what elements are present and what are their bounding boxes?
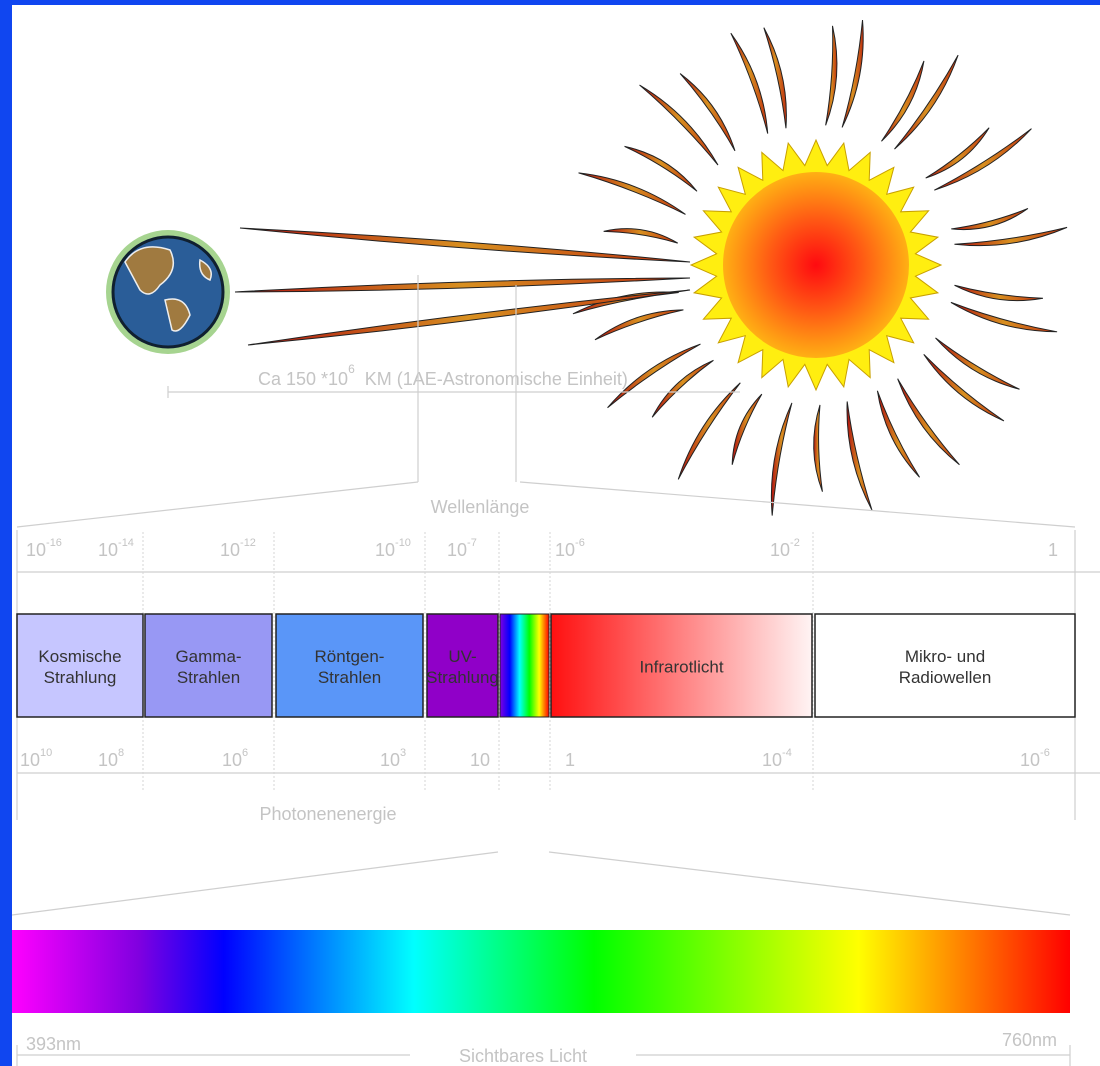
tick-exp: -6 [1040,747,1050,759]
visible-band [500,614,549,717]
tick-base: 10 [220,540,240,560]
band-label: UV- [448,647,476,666]
tick-exp: -4 [782,747,792,759]
tick-base: 10 [98,540,118,560]
tick-exp: 3 [400,747,406,759]
tick-exp: -12 [240,537,256,549]
wavelength-title: Wellenlänge [431,497,530,517]
tick-exp: 8 [118,747,124,759]
band-label: Strahlen [177,668,240,687]
tick-exp: 10 [40,747,52,759]
tick-exp: -2 [790,537,800,549]
tick-base: 10 [20,750,40,770]
tick-base: 10 [447,540,467,560]
tick-base: 1 [565,750,575,770]
sun [723,172,909,358]
band-label: Strahlung [426,668,499,687]
tick-base: 10 [222,750,242,770]
visible-start: 393nm [26,1034,81,1054]
tick-exp: -14 [118,537,134,549]
energy-title: Photonenenergie [259,804,396,824]
tick-label: 10 [470,750,490,770]
band-label: Kosmische [38,647,121,666]
visible-title: Sichtbares Licht [459,1046,587,1066]
distance-exp: 6 [348,362,355,376]
diagram: Ca 150 *106KM (1AE-Astronomische Einheit… [0,0,1100,1066]
tick-base: 1 [1048,540,1058,560]
distance-base: Ca 150 *10 [258,369,348,389]
band-label: Röntgen- [315,647,385,666]
band-label: Mikro- und [905,647,985,666]
visible-spectrum [12,930,1070,1013]
canvas [12,5,1100,1066]
tick-exp: 6 [242,747,248,759]
band-label: Strahlung [44,668,117,687]
band-label: Radiowellen [899,668,992,687]
tick-base: 10 [375,540,395,560]
tick-base: 10 [26,540,46,560]
tick-base: 10 [555,540,575,560]
tick-exp: -6 [575,537,585,549]
tick-exp: -7 [467,537,477,549]
visible-end: 760nm [1002,1030,1057,1050]
tick-label: 1 [1048,540,1058,560]
tick-base: 10 [380,750,400,770]
tick-label: 1 [565,750,575,770]
tick-base: 10 [98,750,118,770]
tick-base: 10 [770,540,790,560]
tick-base: 10 [762,750,782,770]
tick-exp: -10 [395,537,411,549]
band-label: Strahlen [318,668,381,687]
tick-base: 10 [470,750,490,770]
band-label: Infrarotlicht [639,657,723,676]
tick-exp: -16 [46,537,62,549]
tick-base: 10 [1020,750,1040,770]
distance-rest: KM (1AE-Astronomische Einheit) [365,369,628,389]
band-label: Gamma- [175,647,241,666]
